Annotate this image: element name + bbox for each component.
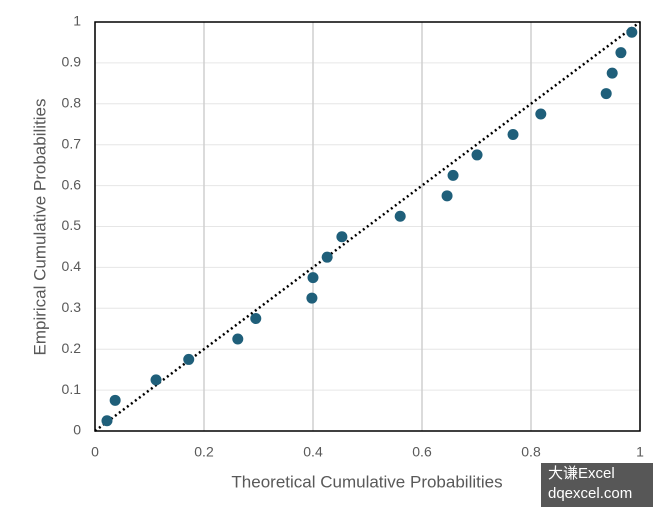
x-tick-label: 0.6 xyxy=(412,444,432,460)
x-axis-title: Theoretical Cumulative Probabilities xyxy=(231,472,502,491)
point xyxy=(615,47,627,59)
y-tick-label: 0.2 xyxy=(62,340,82,356)
y-tick-label: 0.8 xyxy=(62,95,82,111)
point xyxy=(321,251,333,263)
point xyxy=(441,190,453,202)
watermark: 大谦Excel xyxy=(548,465,615,482)
point xyxy=(471,149,483,161)
point xyxy=(306,292,318,304)
reference-line xyxy=(94,21,641,432)
x-tick-label: 0.8 xyxy=(521,444,541,460)
point xyxy=(183,353,195,365)
y-tick-label: 0.9 xyxy=(62,54,82,70)
y-tick-label: 0.6 xyxy=(62,176,82,192)
y-tick-label: 0.3 xyxy=(62,299,82,315)
watermark-box xyxy=(541,463,653,507)
point xyxy=(250,313,262,325)
point xyxy=(394,210,406,222)
point xyxy=(101,415,113,427)
point xyxy=(626,26,638,38)
x-tick-label: 0.4 xyxy=(303,444,323,460)
y-tick-label: 0 xyxy=(73,422,81,438)
point xyxy=(600,88,612,100)
point xyxy=(150,374,162,386)
point xyxy=(507,128,519,140)
y-tick-label: 0.7 xyxy=(62,135,82,151)
x-tick-label: 1 xyxy=(636,444,644,460)
point xyxy=(535,108,547,120)
y-tick-label: 0.5 xyxy=(62,217,82,233)
y-tick-label: 1 xyxy=(73,13,81,29)
point xyxy=(232,333,244,345)
y-tick-label: 0.4 xyxy=(62,258,82,274)
point xyxy=(447,169,459,181)
x-tick-label: 0.2 xyxy=(194,444,214,460)
x-tick-label: 0 xyxy=(91,444,99,460)
watermark: dqexcel.com xyxy=(548,485,632,502)
point xyxy=(109,394,121,406)
plot-border xyxy=(94,21,641,432)
point xyxy=(336,231,348,243)
point xyxy=(307,272,319,284)
y-axis-title: Empirical Cumulative Probabilities xyxy=(30,99,49,356)
point xyxy=(606,67,618,79)
y-tick-label: 0.1 xyxy=(62,381,82,397)
